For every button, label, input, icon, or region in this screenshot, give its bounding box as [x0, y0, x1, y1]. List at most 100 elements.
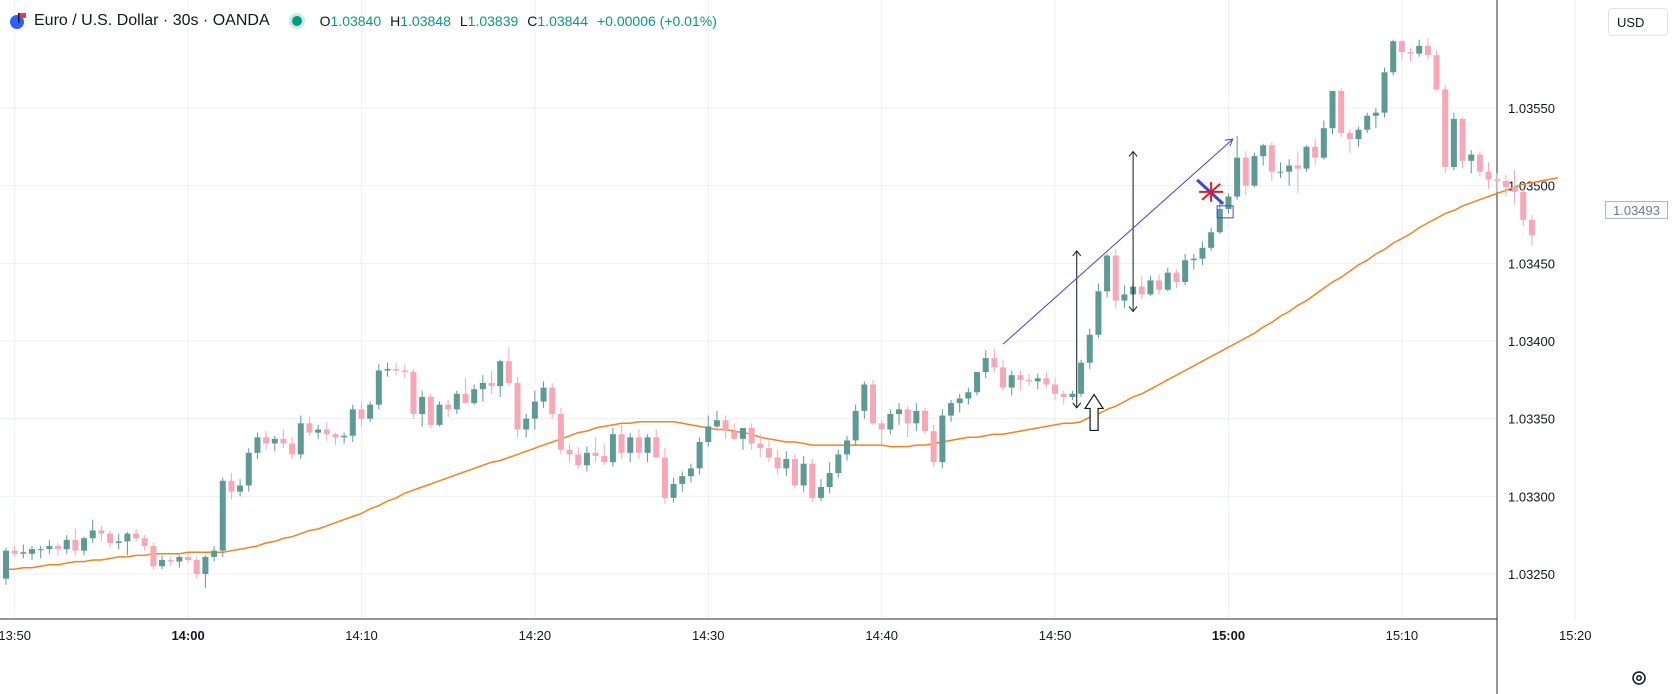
candle-down [289, 437, 296, 460]
candle-body [1355, 129, 1362, 140]
candle-down [1338, 87, 1345, 138]
candle-body [384, 368, 391, 371]
candle-body [1026, 379, 1033, 382]
candle-down [549, 382, 556, 419]
candle-up [1199, 241, 1206, 265]
candle-down [306, 417, 313, 436]
candle-up [271, 435, 278, 452]
candle-down [1346, 129, 1353, 154]
arrow-head-bottom [1128, 306, 1138, 313]
candle-down [878, 420, 885, 444]
candle-up [1329, 90, 1336, 135]
candle-up [46, 539, 53, 554]
candle-body [1381, 72, 1388, 113]
candle-body [922, 410, 929, 432]
candle-body [540, 387, 547, 402]
candle-body [601, 455, 608, 463]
candle-body [1086, 334, 1093, 363]
candle-down [445, 400, 452, 418]
candle-body [89, 530, 96, 539]
candle-body [1121, 294, 1128, 301]
candle-body [263, 437, 270, 444]
candle-up [37, 546, 44, 559]
candle-body [271, 438, 278, 444]
currency-selector[interactable]: USD [1608, 8, 1668, 36]
candle-body [289, 443, 296, 455]
candle-up [29, 546, 36, 561]
symbol-title[interactable]: Euro / U.S. Dollar · 30s · OANDA [34, 12, 270, 29]
time-tick-label: 15:20 [1559, 628, 1592, 643]
candle-body [1338, 90, 1345, 133]
candle-body [1112, 255, 1119, 301]
candle-up [219, 477, 226, 557]
candle-body [436, 404, 443, 425]
candle-body [323, 429, 330, 435]
candle-up [1182, 254, 1189, 286]
candle-down [1043, 372, 1050, 388]
candle-up [974, 372, 981, 396]
candle-body [479, 382, 486, 390]
candle-body [1008, 375, 1015, 388]
candle-body [393, 368, 400, 371]
red-star-d [1201, 183, 1221, 201]
candle-down [930, 424, 937, 467]
candle-down [1017, 370, 1024, 391]
candle-down [263, 431, 270, 450]
candle-up [1416, 39, 1423, 57]
time-tick-label: 15:00 [1212, 628, 1245, 643]
candle-down [185, 553, 192, 564]
candle-down [1268, 142, 1275, 182]
candle-up [887, 409, 894, 435]
candle-body [644, 437, 651, 453]
candle-up [211, 546, 218, 562]
time-tick-label: 14:00 [171, 628, 204, 643]
candle-up [349, 404, 356, 442]
price-tick-label: 1.03250 [1508, 567, 1555, 582]
candle-up [835, 449, 842, 478]
market-status-indicator [291, 16, 302, 26]
candle-up [237, 479, 244, 497]
candle-body [1078, 362, 1085, 394]
candle-body [965, 392, 972, 399]
candle-body [1528, 219, 1535, 236]
candle-body [1346, 132, 1353, 140]
candle-up [384, 362, 391, 377]
candle-body [37, 549, 44, 551]
candle-up [315, 424, 322, 439]
candle-body [913, 410, 920, 424]
candle-up [1190, 254, 1197, 270]
price-tick-label: 1.03550 [1508, 101, 1555, 116]
candle-body [1468, 154, 1475, 161]
candle-down [323, 421, 330, 441]
candle-body [1052, 384, 1059, 394]
candle-body [800, 463, 807, 486]
candle-down [601, 443, 608, 466]
candle-down [358, 401, 365, 427]
candle-body [757, 443, 764, 449]
candle-down [748, 423, 755, 450]
candle-body [29, 549, 36, 554]
candle-body [523, 418, 530, 430]
candle-down [514, 376, 521, 438]
arrow-head-top [1072, 250, 1082, 257]
candle-down [1511, 170, 1518, 205]
candle-down [1433, 50, 1440, 91]
candle-down [107, 530, 114, 548]
candle-up [1069, 390, 1076, 401]
settings-gear-icon[interactable] [1630, 669, 1648, 687]
candle-down [1294, 151, 1301, 194]
candle-body [1416, 45, 1423, 54]
candle-up [1008, 370, 1015, 396]
candle-up [1355, 126, 1362, 147]
candle-down [427, 393, 434, 428]
candle-down [618, 424, 625, 460]
candle-body [1199, 247, 1206, 259]
candle-body [852, 410, 859, 441]
candle-body [835, 454, 842, 474]
candle-body [349, 409, 356, 436]
candle-down [661, 448, 668, 505]
candle-body [46, 546, 53, 550]
candle-up [965, 387, 972, 405]
